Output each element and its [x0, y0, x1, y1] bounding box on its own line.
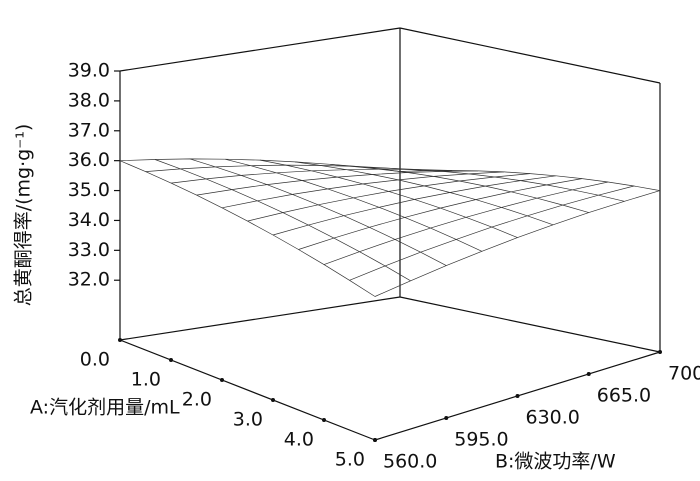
y-tick: [373, 438, 377, 442]
box-edge: [399, 296, 661, 353]
mesh-line: [189, 158, 447, 266]
box-edge: [119, 296, 401, 341]
mesh-line: [374, 190, 661, 297]
z-tick-label: 39.0: [68, 60, 110, 82]
mesh-line: [221, 171, 505, 209]
x-tick-label: 1.0: [131, 369, 161, 391]
z-tick-label: 34.0: [68, 209, 110, 231]
y-tick-label: 560.0: [383, 451, 437, 473]
z-tick-label: 33.0: [68, 239, 110, 261]
x-tick: [169, 358, 173, 362]
box-edge: [119, 27, 401, 72]
mesh-line: [224, 158, 483, 252]
mesh-line: [119, 160, 376, 297]
x-tick: [220, 378, 224, 382]
mesh-line: [298, 178, 583, 250]
mesh-line: [399, 170, 661, 191]
mesh-line: [154, 159, 411, 282]
mesh-line: [323, 181, 609, 265]
x-tick-label: 4.0: [284, 429, 314, 451]
y-tick-label: 630.0: [526, 407, 580, 429]
mesh-line: [294, 161, 554, 226]
y-tick: [658, 350, 662, 354]
mesh-line: [349, 185, 635, 281]
y-tick: [586, 372, 591, 376]
x-tick-label: 2.0: [182, 389, 212, 411]
x-tick-label: 5.0: [335, 449, 365, 471]
y-axis-label: B:微波功率/W: [495, 451, 616, 473]
y-tick-label: 665.0: [597, 385, 651, 407]
z-tick-label: 36.0: [68, 149, 110, 171]
y-tick-label: 700.0: [668, 363, 700, 385]
x-tick-label: 0.0: [80, 349, 110, 371]
z-axis-label: 总黄酮得率/(mg·g⁻¹): [13, 124, 35, 307]
z-tick-label: 35.0: [68, 179, 110, 201]
mesh-line: [364, 167, 625, 202]
y-tick-label: 595.0: [454, 429, 508, 451]
z-tick-label: 37.0: [68, 119, 110, 141]
box-edge: [399, 27, 661, 84]
x-axis: [119, 339, 376, 441]
mesh-line: [329, 163, 589, 213]
x-axis-label: A:汽化剂用量/mL: [30, 397, 180, 419]
x-tick-label: 3.0: [233, 409, 263, 431]
x-tick: [118, 338, 122, 342]
x-tick: [322, 418, 326, 422]
x-tick: [271, 398, 275, 402]
y-tick: [515, 394, 520, 398]
z-tick-label: 38.0: [68, 89, 110, 111]
z-tick-label: 32.0: [68, 269, 110, 291]
mesh-line: [259, 159, 518, 238]
y-tick: [444, 416, 449, 420]
